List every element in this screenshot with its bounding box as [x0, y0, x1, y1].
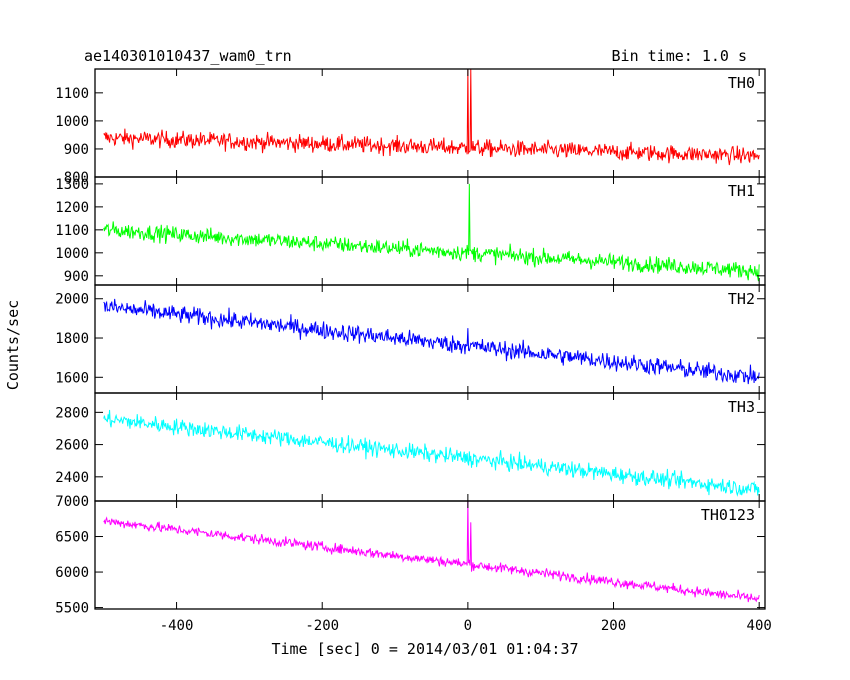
- y-axis-label: Counts/sec: [4, 300, 22, 390]
- series-th3: [103, 409, 760, 497]
- y-tick-label: 2800: [55, 405, 89, 421]
- y-tick-label: 2400: [55, 470, 89, 486]
- panel-frame: [94, 284, 766, 394]
- panel-name-label: TH0: [728, 74, 755, 92]
- y-tick-label: 1000: [55, 246, 89, 262]
- y-tick-label: 1300: [55, 177, 89, 193]
- panel-th3: 2400 2600 2800 TH3: [55, 392, 766, 502]
- y-tick-label: 5500: [55, 601, 89, 617]
- x-tick-label: 200: [601, 618, 626, 634]
- panel-frame: [94, 500, 766, 610]
- y-tick-label: 7000: [55, 494, 89, 510]
- y-tick-label: 2000: [55, 292, 89, 308]
- y-tick-label: 2600: [55, 438, 89, 454]
- y-tick-label: 6000: [55, 565, 89, 581]
- x-axis-label: Time [sec] 0 = 2014/03/01 01:04:37: [271, 640, 578, 658]
- x-tick-label: -200: [305, 618, 339, 634]
- y-tick-label: 1000: [55, 114, 89, 130]
- y-tick-label: 1800: [55, 331, 89, 347]
- x-tick-label: 0: [464, 618, 472, 634]
- chart-title: ae140301010437_wam0_trn: [84, 47, 292, 65]
- y-tick-label: 900: [64, 142, 89, 158]
- y-tick-label: 6500: [55, 530, 89, 546]
- bin-time-label: Bin time: 1.0 s: [612, 47, 747, 65]
- y-tick-label: 1100: [55, 223, 89, 239]
- series-th0123: [103, 501, 760, 603]
- panel-th1: 900 1000 1100 1200 1300 TH1: [55, 176, 766, 286]
- series-th0: [103, 69, 760, 166]
- panel-th0123: 5500 6000 6500 7000 TH0123: [55, 494, 766, 617]
- x-tick-label: 400: [747, 618, 772, 634]
- x-axis: -400 -200 0 200 400: [160, 618, 772, 634]
- panel-th0: 800 900 1000 1100 TH0: [55, 68, 766, 186]
- series-th1: [103, 183, 760, 282]
- x-tick-label: -400: [160, 618, 194, 634]
- y-tick-label: 1200: [55, 200, 89, 216]
- y-tick-label: 800: [64, 170, 89, 186]
- panel-name-label: TH0123: [701, 506, 755, 524]
- panel-frame: [94, 68, 766, 178]
- panels-group: 800 900 1000 1100 TH0 900 1000 1100 1200 1300 TH1 1…: [55, 68, 766, 617]
- panel-frame: [94, 176, 766, 286]
- y-tick-label: 900: [64, 269, 89, 285]
- series-th2: [103, 298, 760, 385]
- panel-name-label: TH3: [728, 398, 755, 416]
- y-tick-label: 1100: [55, 86, 89, 102]
- panel-name-label: TH2: [728, 290, 755, 308]
- panel-name-label: TH1: [728, 182, 755, 200]
- panel-th2: 1600 1800 2000 TH2: [55, 284, 766, 394]
- y-tick-label: 1600: [55, 370, 89, 386]
